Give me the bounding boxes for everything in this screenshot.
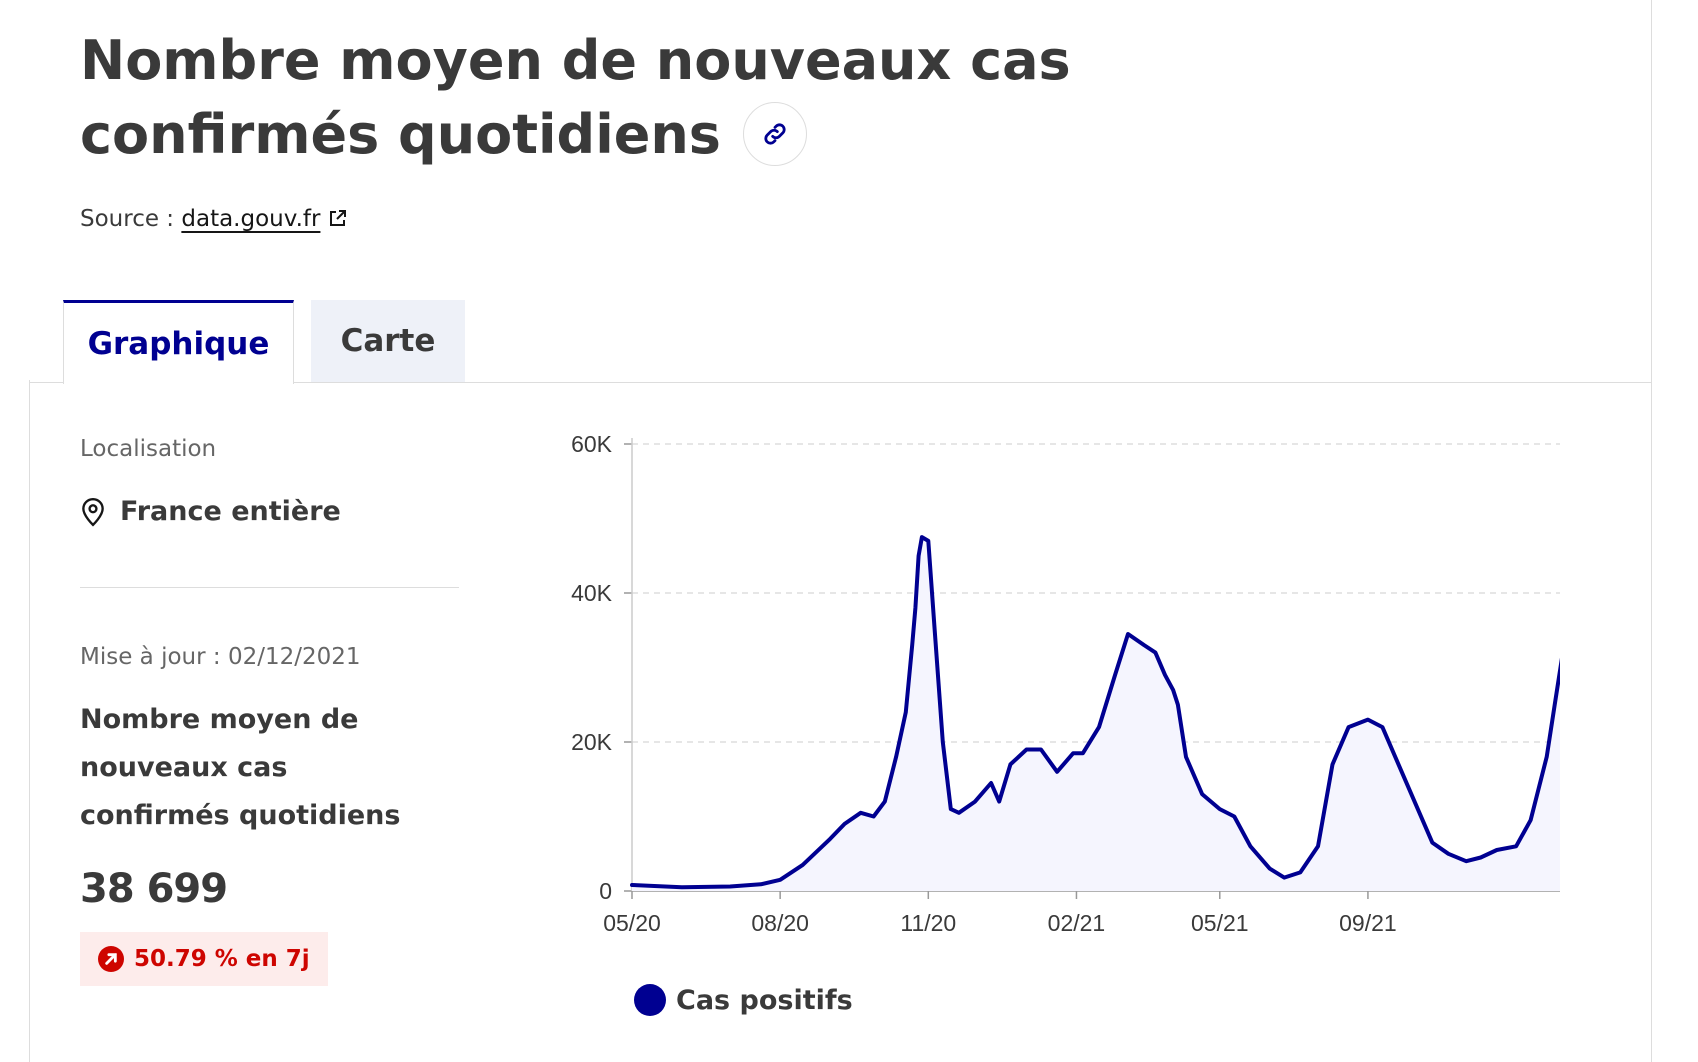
panel-left-border: [29, 380, 30, 1062]
tabs-divider: [30, 382, 1652, 383]
series-line-cas-positifs: [630, 535, 1560, 890]
page-title-text: Nombre moyen de nouveaux cas confirmés q…: [80, 29, 1071, 166]
copy-link-button[interactable]: [742, 102, 807, 167]
x-tick-label: 05/20: [603, 910, 661, 936]
legend-swatch: [634, 984, 666, 1016]
location-label: Localisation: [80, 436, 217, 462]
series-area-cas-positifs: [632, 537, 1560, 891]
panel-right-border: [1651, 0, 1652, 1062]
trend-badge: 50.79 % en 7j: [80, 932, 328, 986]
kpi-label: Nombre moyen de nouveaux cas confirmés q…: [80, 704, 401, 831]
trend-text: 50.79 % en 7j: [134, 946, 310, 972]
chart-legend: Cas positifs: [634, 984, 853, 1016]
source-line: Source : data.gouv.fr: [80, 206, 348, 232]
arrow-up-right-icon: [98, 946, 124, 972]
source-link[interactable]: data.gouv.fr: [181, 206, 348, 232]
location-selector[interactable]: France entière: [80, 496, 341, 527]
external-link-icon: [330, 210, 347, 226]
tab-carte[interactable]: Carte: [311, 300, 465, 382]
y-tick-label: 0: [599, 878, 612, 904]
source-link-text: data.gouv.fr: [181, 206, 321, 232]
location-value: France entière: [120, 496, 341, 527]
update-date: Mise à jour : 02/12/2021: [80, 644, 361, 670]
y-tick-label: 60K: [571, 431, 613, 457]
y-tick-label: 40K: [571, 580, 613, 606]
source-label: Source :: [80, 206, 182, 232]
x-tick-label: 11/20: [900, 910, 956, 936]
tab-graphique-label: Graphique: [87, 325, 270, 362]
link-icon: [764, 123, 786, 145]
x-tick-label: 09/21: [1339, 910, 1397, 936]
x-tick-label: 05/21: [1191, 910, 1249, 936]
page-title: Nombre moyen de nouveaux cas confirmés q…: [80, 24, 1320, 172]
x-tick-label: 02/21: [1048, 910, 1106, 936]
y-tick-label: 20K: [571, 729, 613, 755]
x-tick-label: 08/20: [751, 910, 809, 936]
kpi-value: 38 699: [80, 866, 228, 912]
legend-label: Cas positifs: [676, 984, 853, 1016]
tab-carte-label: Carte: [340, 323, 436, 359]
map-pin-icon: [82, 497, 104, 526]
sidebar-divider: [80, 587, 459, 588]
cases-chart: 0 20K 40K 60K 05/20 08/20 11/20 02/21 05/21 09/21: [571, 431, 1560, 936]
tab-graphique[interactable]: Graphique: [63, 300, 294, 384]
